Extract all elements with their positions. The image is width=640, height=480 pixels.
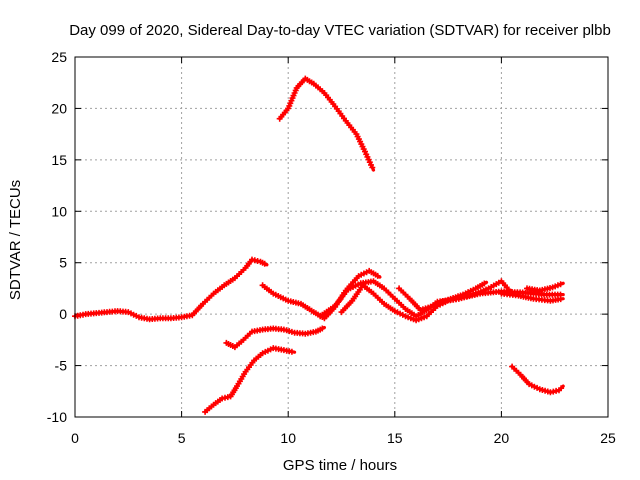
y-tick-label: 20 [51,100,67,116]
x-tick-label: 5 [178,430,186,446]
series-arc-late-3 [498,290,565,304]
series-markers [202,345,295,415]
x-tick-label: 15 [387,430,403,446]
series-arc-low-2 [202,345,297,415]
x-tick-label: 10 [280,430,296,446]
series-markers [72,256,268,323]
x-tick-label: 0 [71,430,79,446]
y-tick-label: 0 [59,306,67,322]
y-tick-label: 10 [51,203,67,219]
series-arc-late-4 [524,281,565,294]
series-markers [276,75,376,171]
series-arc-peak [276,75,376,172]
tick-labels: 0 5 10 15 20 25 -10 -5 0 5 10 15 20 25 [47,49,616,446]
series-arc-low-1 [223,325,326,351]
y-axis-label: SDTVAR / TECUs [7,180,24,300]
series-markers [524,281,564,294]
y-tick-label: -10 [47,409,67,425]
series-markers [509,363,565,396]
series-arc-main-low [72,256,269,323]
y-tick-label: 5 [59,255,67,271]
series-markers [498,290,564,304]
y-tick-label: -5 [55,358,68,374]
plot-frame [74,56,609,418]
x-axis-label: GPS time / hours [283,457,397,474]
series-arc-mid-3 [338,282,450,324]
x-tick-label: 25 [600,430,616,446]
series-markers [338,282,449,324]
series-arc-late-2 [438,278,514,305]
data-series [72,75,565,415]
series-arc-low-3 [509,363,565,396]
series-markers [223,325,326,351]
y-tick-label: 15 [51,152,67,168]
series-markers [438,278,514,305]
chart-title: Day 099 of 2020, Sidereal Day-to-day VTE… [69,22,611,39]
x-tick-label: 20 [494,430,510,446]
y-tick-label: 25 [51,49,67,65]
